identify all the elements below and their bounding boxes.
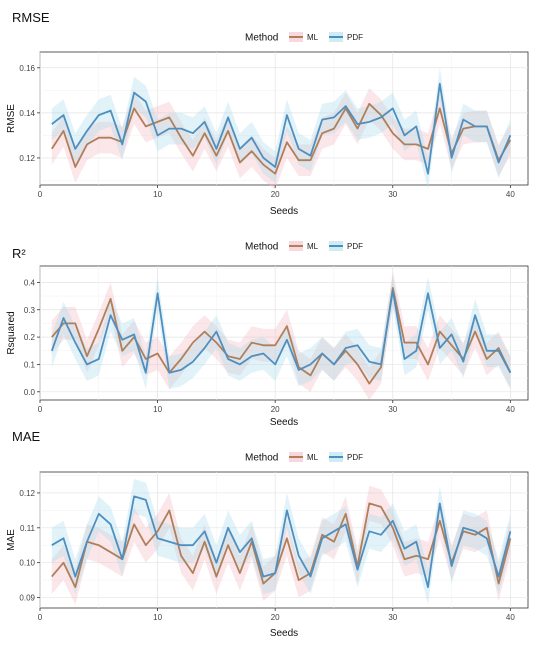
y-tick-label: 0.14 [19,109,35,118]
x-tick-label: 10 [153,613,162,622]
x-tick-label: 20 [271,613,280,622]
y-tick-label: 0.16 [19,64,35,73]
x-tick-label: 0 [38,405,43,414]
x-tick-label: 30 [388,405,397,414]
legend-label-ml: ML [307,242,319,251]
x-tick-label: 30 [388,613,397,622]
chart-panel-mae: MAE Method ML PDF 0.09 0.10 0.11 0.12 0 10 20 30 40 S… [6,429,528,639]
legend-label-ml: ML [307,33,319,42]
y-tick-label: 0.0 [24,388,36,397]
y-tick-label: 0.4 [24,278,36,287]
x-tick-label: 20 [271,190,280,199]
legend-label-ml: ML [307,453,319,462]
y-axis-label: MAE [6,529,17,551]
x-tick-label: 40 [506,613,515,622]
y-tick-label: 0.09 [19,594,35,603]
chart-legend: Method ML PDF [245,241,363,253]
legend-title: Method [245,33,278,44]
x-tick-label: 10 [153,190,162,199]
y-tick-label: 0.10 [19,559,35,568]
x-tick-label: 20 [271,405,280,414]
y-tick-label: 0.1 [24,360,36,369]
legend-title: Method [245,453,278,464]
x-axis-label: Seeds [270,628,298,639]
chart-panel-rmse: RMSE Method ML PDF 0.12 0.14 0.16 0 10 20 30 40 Seed… [6,10,528,217]
chart-title: R² [12,246,26,261]
legend-label-pdf: PDF [347,453,363,462]
x-axis-label: Seeds [270,417,298,428]
x-tick-label: 30 [388,190,397,199]
y-tick-label: 0.12 [19,489,35,498]
legend-label-pdf: PDF [347,33,363,42]
x-tick-label: 40 [506,405,515,414]
legend-title: Method [245,242,278,253]
chart-title: RMSE [12,10,50,25]
y-axis-label: Rsquared [6,311,17,354]
y-tick-label: 0.3 [24,306,36,315]
y-tick-label: 0.2 [24,333,36,342]
chart-panel-rsquared: R² Method ML PDF 0.0 0.1 0.2 0.3 0.4 0 10 20 30 40 See… [6,241,528,428]
y-axis-label: RMSE [6,104,17,133]
x-tick-label: 40 [506,190,515,199]
y-tick-label: 0.12 [19,154,35,163]
chart-legend: Method ML PDF [245,32,363,44]
x-tick-label: 0 [38,613,43,622]
chart-legend: Method ML PDF [245,452,363,464]
legend-label-pdf: PDF [347,242,363,251]
chart-title: MAE [12,429,41,444]
y-tick-label: 0.11 [20,524,36,533]
x-tick-label: 0 [38,190,43,199]
x-tick-label: 10 [153,405,162,414]
x-axis-label: Seeds [270,206,298,217]
